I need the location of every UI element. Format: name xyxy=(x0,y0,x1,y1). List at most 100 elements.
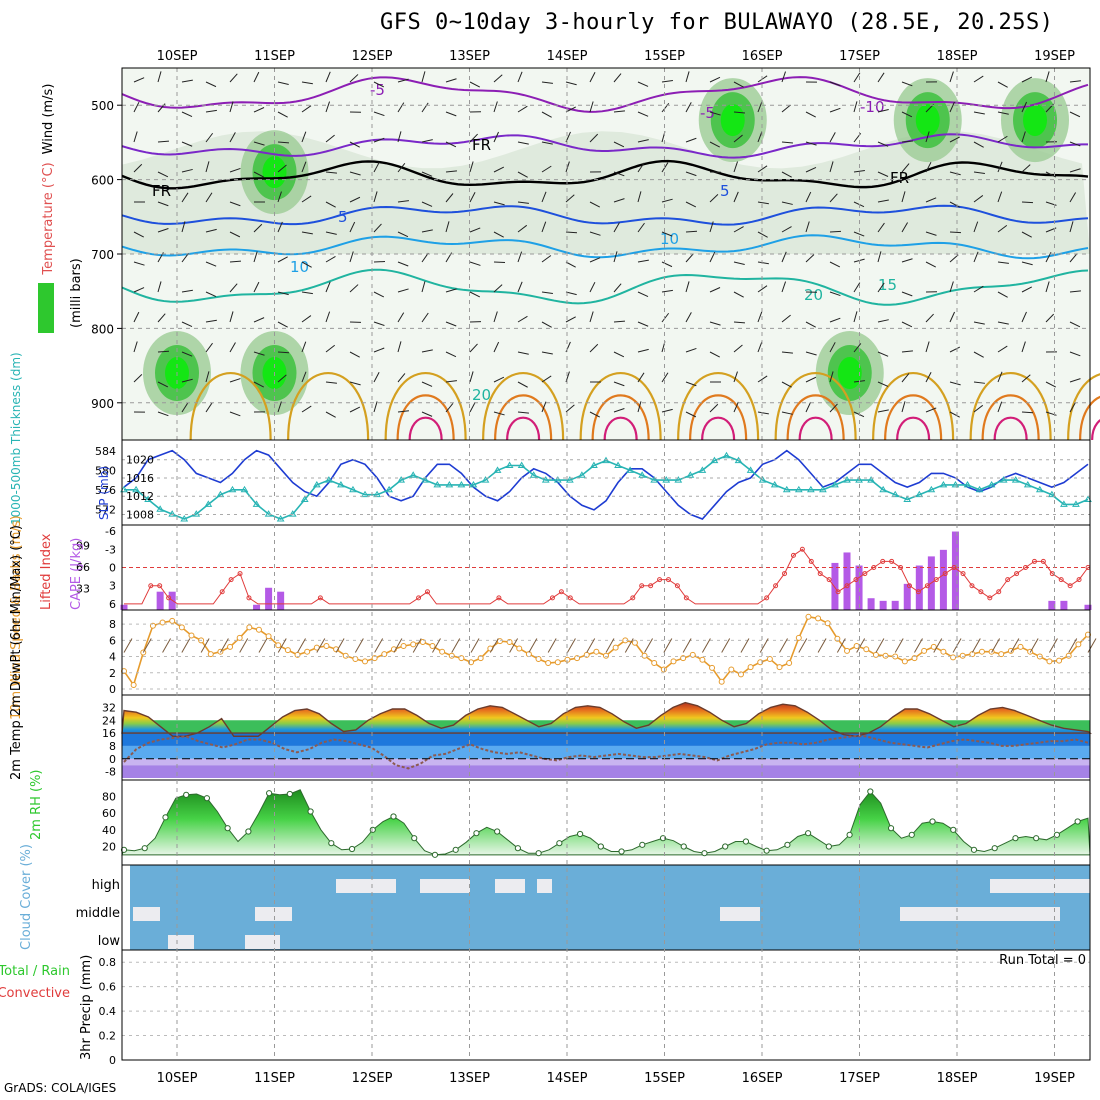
wind-speed-line-point xyxy=(593,648,600,655)
wind-barb xyxy=(133,131,138,143)
thickness-line-point xyxy=(312,480,321,488)
wind-barb xyxy=(805,191,812,203)
rh-2m-point xyxy=(1033,835,1040,842)
precip-legend-total: Total / Rain xyxy=(0,964,70,979)
wind-barb xyxy=(997,81,1008,88)
warm-arch-contour xyxy=(482,372,565,441)
wind-barb xyxy=(973,351,984,358)
wind-barb xyxy=(133,231,144,238)
wind-barb xyxy=(469,133,478,143)
wind-barb xyxy=(973,321,985,325)
wind-barb xyxy=(397,261,409,267)
thickness-line-point xyxy=(590,461,598,468)
rh-2m-point xyxy=(929,818,936,825)
slp-line xyxy=(123,449,1089,520)
wind-barb xyxy=(997,225,1008,233)
wind-barb xyxy=(997,261,1009,264)
wind-barb xyxy=(637,401,642,413)
wind-barb xyxy=(277,374,287,383)
wind-barb xyxy=(493,341,500,353)
wind-barb xyxy=(229,132,236,143)
thickness-line-point xyxy=(433,480,442,488)
wind-barb xyxy=(133,287,145,293)
ua-ytick-label: 600 xyxy=(91,174,114,188)
wind-barb xyxy=(205,109,217,113)
wind-speed-line-point xyxy=(978,648,985,655)
wind-barb xyxy=(613,320,626,323)
wind-barb xyxy=(301,131,307,143)
wind-barb xyxy=(829,81,841,87)
wind-barb xyxy=(1069,141,1081,147)
wind-barb xyxy=(733,401,739,413)
wind-barb xyxy=(925,231,937,236)
cape-bar xyxy=(156,591,164,610)
wind-barb xyxy=(205,81,217,88)
wind-barb xyxy=(1068,638,1078,653)
wind-barb xyxy=(1069,168,1081,173)
wind-barb xyxy=(133,341,138,353)
wind-barb xyxy=(1045,313,1055,323)
wind-barb xyxy=(757,411,769,415)
wind-barb xyxy=(301,231,313,235)
wind-barb xyxy=(1045,381,1057,388)
wind-barb xyxy=(637,259,649,263)
thickness-line-point xyxy=(481,476,490,483)
wind-barb xyxy=(973,195,984,203)
wind-barb xyxy=(805,351,817,356)
wind-barb xyxy=(997,321,1009,325)
wind-barb xyxy=(685,411,697,418)
wind-barb xyxy=(685,230,698,233)
rh-2m-point xyxy=(348,845,356,853)
wind-tick-label: 6 xyxy=(109,634,116,647)
wind-barb xyxy=(325,171,337,174)
thickness-line-point xyxy=(132,485,140,493)
thickness-line-point xyxy=(867,476,875,483)
thickness-line-point xyxy=(156,505,165,512)
thickness-line-point xyxy=(963,480,972,488)
wind-barb xyxy=(901,350,913,353)
rh-ylabel: 2m RH (%) xyxy=(29,769,44,840)
wind-barb xyxy=(781,411,793,415)
wind-barb xyxy=(349,141,360,148)
wind-barb xyxy=(373,401,378,413)
wind-barb xyxy=(373,111,385,117)
wind-barb xyxy=(393,638,403,653)
wind-barb xyxy=(853,201,865,208)
wind-barb xyxy=(157,140,170,143)
rh-blob-core xyxy=(837,357,862,390)
wind-barb xyxy=(901,163,910,173)
wind-barb xyxy=(205,132,214,143)
thickness-line-point xyxy=(204,500,213,507)
wind-barb xyxy=(925,261,937,268)
rh-legend-swatch xyxy=(38,283,54,333)
top-date-label: 15SEP xyxy=(644,49,685,64)
cloud-block xyxy=(336,879,396,893)
wind-barb xyxy=(613,110,625,113)
wind-barb xyxy=(517,224,528,233)
wind-barb xyxy=(229,283,238,293)
wind-barb xyxy=(541,111,552,118)
wind-barb xyxy=(877,282,885,293)
wind-barb xyxy=(914,638,923,653)
wind-speed-line-point xyxy=(169,617,176,624)
wind-barb xyxy=(541,165,552,173)
thickness-line-point xyxy=(578,471,586,478)
thickness-line-point xyxy=(674,476,683,483)
wind-barb xyxy=(469,371,474,383)
contour-label: 20 xyxy=(472,386,491,404)
wind-barb xyxy=(637,348,649,353)
wind-barb xyxy=(829,230,842,233)
wind-barb xyxy=(781,314,791,323)
wind-barb xyxy=(1029,638,1039,653)
ua-ytick-label: 500 xyxy=(91,99,114,113)
thickness-line-point xyxy=(722,451,731,459)
wind-barb xyxy=(586,638,596,653)
wind-barb xyxy=(877,171,889,177)
rh-2m-point xyxy=(245,828,252,835)
wind-barb xyxy=(373,321,385,326)
wind-barb xyxy=(781,351,793,354)
wind-speed-line-point xyxy=(998,651,1005,658)
wind-barb xyxy=(1045,281,1050,293)
slp-tick-label: 1020 xyxy=(126,454,154,467)
wind-barb xyxy=(277,351,290,354)
